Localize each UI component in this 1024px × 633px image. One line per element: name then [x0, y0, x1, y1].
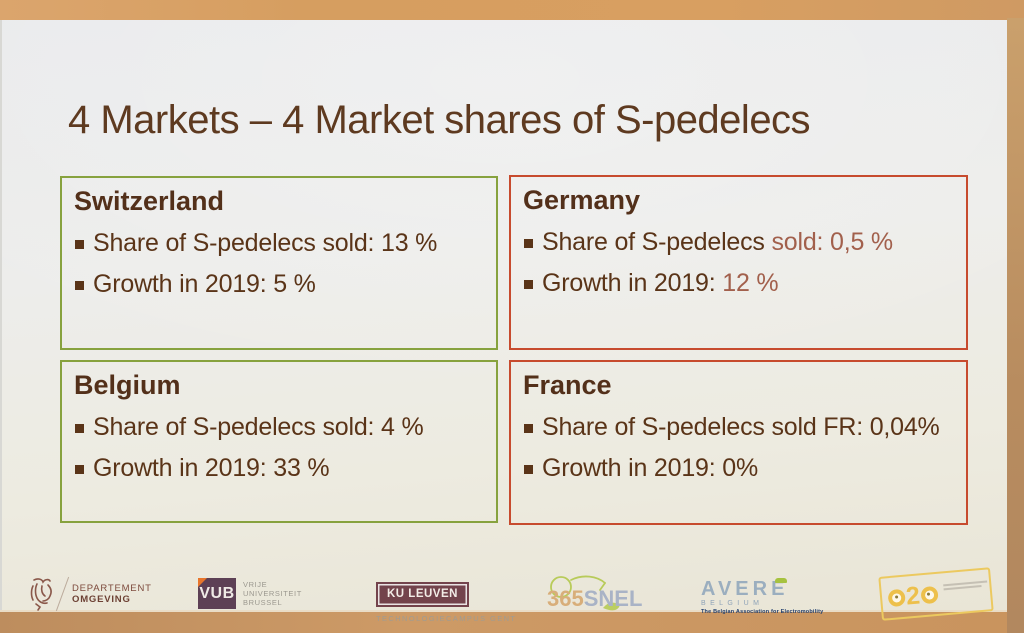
bullet-square-icon — [75, 281, 84, 290]
bullet-line: Growth in 2019: 12 % — [523, 269, 956, 298]
o2o-right-wheel-icon — [920, 585, 939, 604]
bullet-square-icon — [524, 424, 533, 433]
slide-title: 4 Markets – 4 Market shares of S-pedelec… — [68, 98, 811, 142]
photo-frame-right — [1007, 18, 1024, 633]
departement-line2: OMGEVING — [72, 594, 131, 605]
snel-word: SNEL — [583, 586, 643, 611]
vub-line3: BRUSSEL — [243, 598, 283, 607]
country-box-france: France Share of S-pedelecs sold FR: 0,04… — [509, 360, 968, 525]
logo-365snel: 365SNEL — [545, 574, 655, 620]
bullet-line: Share of S-pedelecs sold: 4 % — [74, 413, 486, 442]
vub-line1: VRIJE — [243, 580, 268, 589]
green-car-icon — [775, 578, 787, 583]
o2o-finetext — [943, 579, 988, 593]
bullet-square-icon — [75, 240, 84, 249]
country-box-switzerland: Switzerland Share of S-pedelecs sold: 13… — [60, 176, 498, 350]
bullet-square-icon — [75, 424, 84, 433]
avere-country: BELGIUM — [701, 600, 764, 607]
ku-leuven-campus: TECHNOLOGIECAMPUS GENT — [376, 614, 517, 623]
vub-block-icon: VUB — [198, 578, 236, 609]
bullet-line: Growth in 2019: 33 % — [74, 454, 486, 483]
bullet-square-icon — [524, 465, 533, 474]
cyclist-icon — [550, 575, 620, 611]
country-title: Switzerland — [74, 186, 225, 216]
slide: 4 Markets – 4 Market shares of S-pedelec… — [0, 20, 1007, 623]
logo-departement-omgeving: DEPARTEMENT OMGEVING — [28, 576, 152, 612]
bullet-square-icon — [75, 465, 84, 474]
country-title: Germany — [523, 185, 641, 215]
country-box-germany: Germany Share of S-pedelecs sold: 0,5 % … — [509, 175, 968, 350]
bullet-square-icon — [524, 239, 533, 248]
vub-triangle-icon — [198, 578, 207, 587]
bullet-line: Share of S-pedelecs sold: 13 % — [74, 229, 486, 258]
bullet-line: Growth in 2019: 0% — [523, 454, 956, 483]
ku-leuven-block: KU LEUVEN — [376, 582, 469, 607]
logo-ku-leuven: KU LEUVEN TECHNOLOGIECAMPUS GENT — [376, 582, 516, 623]
departement-line1: DEPARTEMENT — [72, 583, 152, 594]
country-box-belgium: Belgium Share of S-pedelecs sold: 4 % Gr… — [60, 360, 498, 523]
o2o-left-wheel-icon — [887, 588, 906, 607]
country-title: Belgium — [74, 370, 181, 400]
avere-name: AVERE — [701, 578, 789, 600]
photo-frame-top — [0, 0, 1024, 20]
country-title: France — [523, 370, 612, 400]
bullet-square-icon — [524, 280, 533, 289]
snel-365: 365 — [547, 586, 584, 611]
bullet-line: Share of S-pedelecs sold FR: 0,04% — [523, 413, 956, 442]
bullet-line: Share of S-pedelecs sold: 0,5 % — [523, 228, 956, 257]
bullet-line: Growth in 2019: 5 % — [74, 270, 486, 299]
photo-frame-bottom — [0, 610, 1007, 633]
o2o-digit: 2 — [904, 581, 922, 611]
logo-avere: AVERE BELGIUM The Belgian Association fo… — [701, 578, 824, 615]
logo-vub: VUB VRIJE UNIVERSITEIT BRUSSEL — [198, 578, 302, 609]
avere-tagline: The Belgian Association for Electromobil… — [701, 609, 824, 615]
vub-line2: UNIVERSITEIT — [243, 589, 302, 598]
flemish-lion-icon — [30, 578, 52, 611]
